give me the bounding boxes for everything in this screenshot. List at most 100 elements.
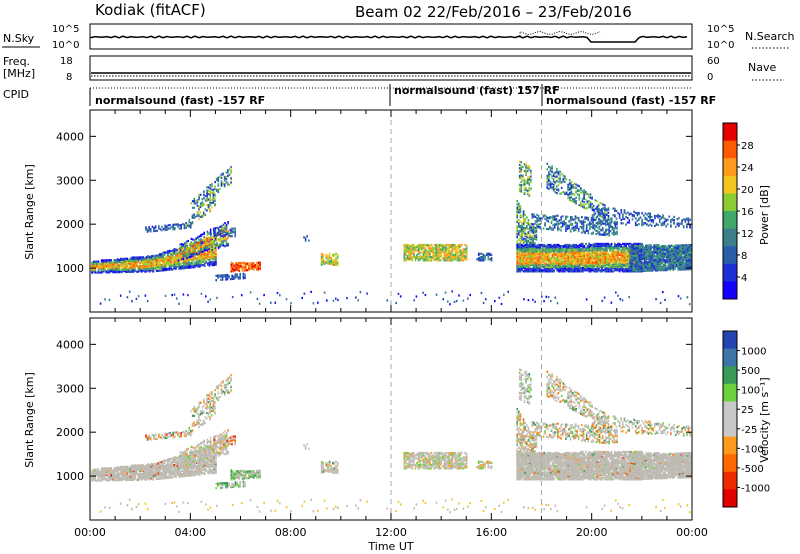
data-cell [197,260,200,263]
data-cell [115,259,117,262]
data-cell [185,247,188,250]
data-cell [325,261,328,264]
data-cell [614,256,616,259]
data-cell [533,226,535,229]
data-cell [594,264,597,267]
data-cell [208,247,210,250]
data-cell [421,243,423,247]
data-cell [193,216,195,219]
data-cell [438,248,441,251]
data-cell [530,261,533,264]
data-cell [408,253,410,256]
data-cell [440,245,442,248]
data-cell [661,252,663,255]
data-cell [580,262,582,265]
data-cell [202,253,204,256]
data-cell [545,215,548,218]
data-cell [632,265,635,268]
data-cell [183,249,185,252]
data-cell [108,259,111,262]
data-cell [214,203,216,206]
data-cell [601,245,603,248]
data-cell [690,253,692,256]
data-cell [686,244,689,247]
data-cell [516,240,518,243]
data-cell [416,253,418,256]
data-cell [197,243,199,246]
data-cell [535,245,538,248]
data-cell [562,245,565,248]
data-cell [224,237,226,240]
data-cell [635,270,638,273]
data-cell [625,242,627,245]
data-cell [462,253,465,256]
data-cell [176,256,179,259]
data-cell [638,254,641,257]
data-cell [642,269,644,272]
data-cell [615,257,618,260]
data-cell [690,245,692,248]
data-cell [529,232,531,235]
data-cell [564,257,566,260]
data-cell [197,257,200,261]
data-cell [601,267,603,270]
data-cell [187,254,190,257]
data-cell [424,253,426,256]
data-cell [451,246,454,249]
data-cell [524,263,526,266]
data-cell [187,253,189,256]
data-cell [212,190,215,193]
data-cell [632,257,635,260]
data-cell [585,242,587,245]
data-cell [453,243,455,247]
data-cell [193,253,196,256]
data-cell [537,214,540,218]
data-cell [205,245,207,248]
data-cell [549,226,551,229]
data-cell [532,253,534,256]
data-cell [599,264,602,267]
data-cell [516,225,518,228]
data-cell [187,263,190,266]
data-cell [210,260,212,264]
data-cell [569,216,572,219]
data-cell [635,247,638,250]
data-cell [580,248,582,251]
data-cell [558,269,560,272]
data-cell [115,265,117,268]
data-cell [629,250,631,253]
data-cell [208,264,211,267]
data-cell [546,243,549,247]
data-cell [477,252,480,255]
data-cell [537,257,539,260]
data-cell [222,242,225,245]
data-cell [519,248,522,251]
data-cell [481,252,483,255]
data-cell [620,251,622,254]
data-cell [571,216,574,219]
data-cell [607,270,610,273]
data-cell [413,249,415,252]
data-cell [191,246,193,249]
data-cell [622,246,624,249]
data-cell [191,206,194,209]
data-cell [554,257,557,260]
data-cell [128,258,130,261]
data-cell [558,254,560,258]
data-cell [628,250,630,253]
data-cell [542,251,544,254]
data-cell [534,263,536,266]
data-cell [189,244,192,247]
data-cell [430,247,433,250]
data-cell [530,270,533,273]
data-cell [136,263,138,266]
data-cell [230,261,233,264]
data-cell [629,248,631,251]
data-cell [664,247,667,250]
data-cell [136,270,138,273]
data-cell [422,250,425,253]
data-cell [586,251,589,254]
data-cell [216,233,219,236]
data-cell [534,243,536,247]
data-cell [459,246,462,249]
